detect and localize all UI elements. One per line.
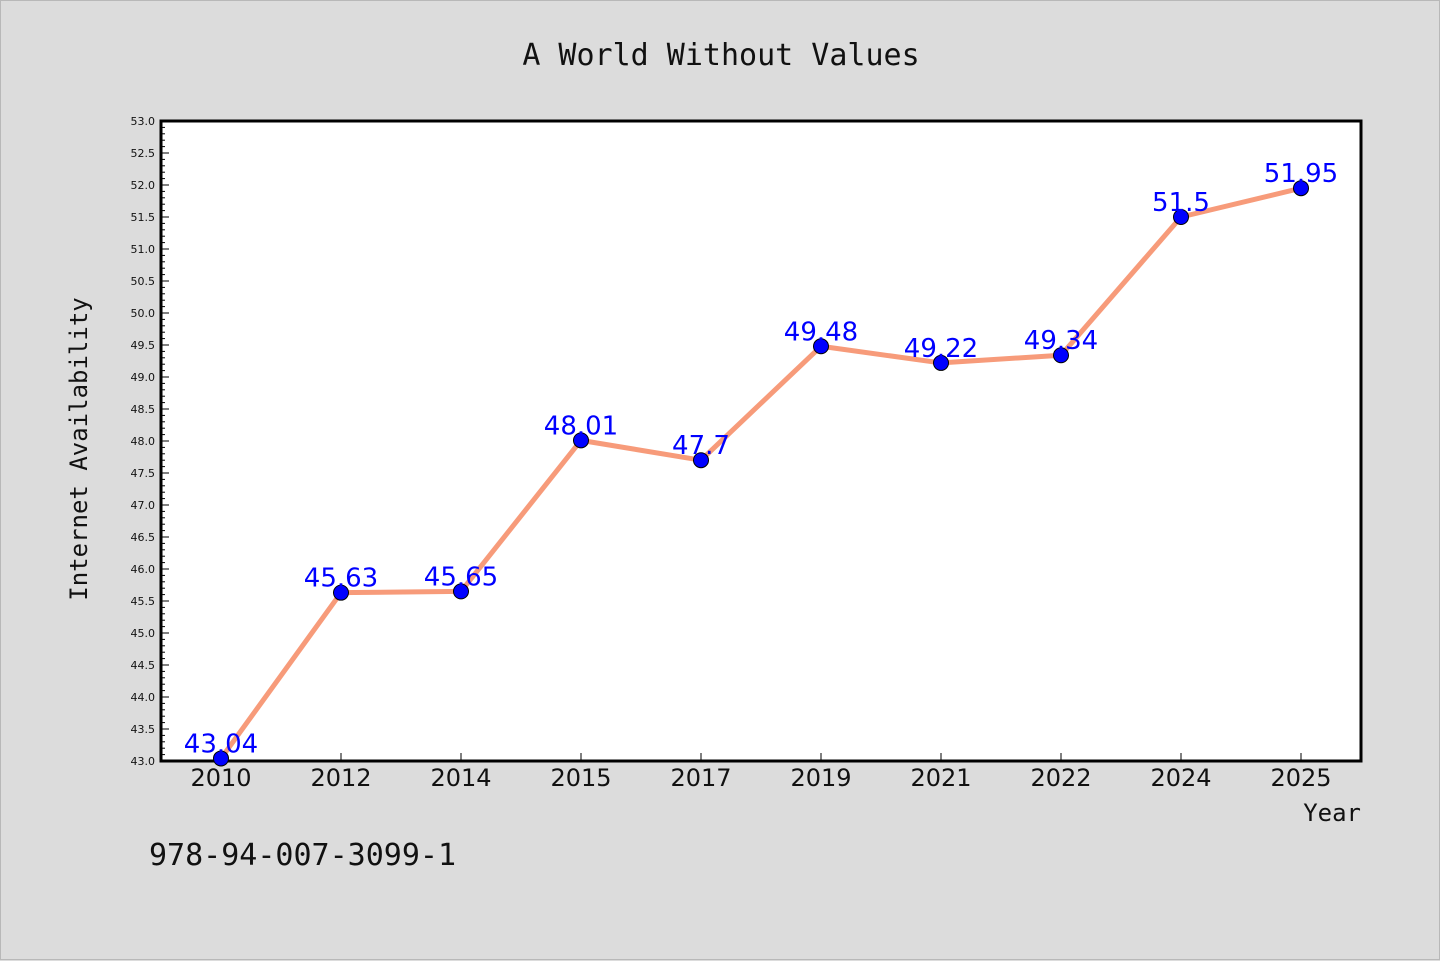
y-tick-label: 47.5 (131, 467, 156, 480)
data-point (213, 750, 229, 767)
data-point (813, 338, 829, 355)
data-label: 45.63 (304, 564, 378, 594)
data-label: 45.65 (424, 562, 498, 592)
y-tick-label: 46.5 (131, 531, 156, 544)
footer-isbn: 978-94-007-3099-1 (149, 838, 456, 873)
x-tick-label: 2021 (910, 764, 971, 792)
data-point (1293, 180, 1309, 197)
y-axis-label: Internet Availability (65, 297, 93, 600)
data-point (693, 452, 709, 469)
y-tick-label: 49.5 (131, 339, 156, 352)
x-tick-label: 2025 (1270, 764, 1331, 792)
data-label: 49.48 (784, 317, 858, 347)
data-label: 51.95 (1264, 159, 1338, 189)
y-tick-label: 46.0 (131, 563, 156, 576)
data-label: 49.34 (1024, 326, 1098, 356)
x-axis-label: Year (1303, 799, 1361, 827)
chart-title: A World Without Values (522, 38, 919, 73)
x-tick-label: 2017 (670, 764, 731, 792)
data-label: 48.01 (544, 411, 618, 441)
y-tick-label: 50.5 (131, 275, 156, 288)
y-tick-label: 44.0 (131, 691, 156, 704)
series-line (218, 185, 1302, 760)
data-point (453, 583, 469, 600)
x-tick-label: 2015 (550, 764, 611, 792)
data-point (333, 584, 349, 601)
plot-area (159, 119, 1363, 763)
y-tick-label: 44.5 (131, 659, 156, 672)
data-point (1053, 347, 1069, 364)
data-point (933, 354, 949, 371)
y-tick-label: 50.0 (131, 307, 156, 320)
y-tick-label: 49.0 (131, 371, 156, 384)
y-tick-label: 51.0 (131, 243, 156, 256)
data-point (573, 432, 589, 449)
data-label: 47.7 (672, 431, 730, 461)
y-tick-label: 52.5 (131, 147, 156, 160)
data-label: 51.5 (1152, 188, 1210, 218)
x-tick-label: 2012 (310, 764, 371, 792)
x-tick-label: 2024 (1150, 764, 1211, 792)
y-axis: 43.0 43.5 44.0 44.5 45.0 45.5 46.0 46.5 47.0 47.5… (131, 115, 169, 768)
data-label: 49.22 (904, 334, 978, 364)
x-tick-label: 2014 (430, 764, 491, 792)
y-tick-label: 47.0 (131, 499, 156, 512)
y-tick-label: 43.5 (131, 723, 156, 736)
x-axis: 2010 2012 2014 2015 2017 2019 2021 2022 2024 2025 (190, 753, 1332, 792)
y-tick-label: 43.0 (131, 755, 156, 768)
y-tick-label: 48.0 (131, 435, 156, 448)
x-tick-label: 2010 (190, 764, 251, 792)
x-tick-label: 2019 (790, 764, 851, 792)
y-tick-label: 45.5 (131, 595, 156, 608)
data-label: 43.04 (184, 729, 258, 759)
y-tick-label: 51.5 (131, 211, 156, 224)
series-layer: 43.04 45.63 45.65 48.01 47.7 49.48 49.22 49.34 5… (184, 159, 1338, 767)
y-tick-label: 53.0 (131, 115, 156, 128)
y-tick-label: 52.0 (131, 179, 156, 192)
x-tick-label: 2022 (1030, 764, 1091, 792)
y-tick-label: 48.5 (131, 403, 156, 416)
y-tick-label: 45.0 (131, 627, 156, 640)
data-point (1173, 209, 1189, 225)
